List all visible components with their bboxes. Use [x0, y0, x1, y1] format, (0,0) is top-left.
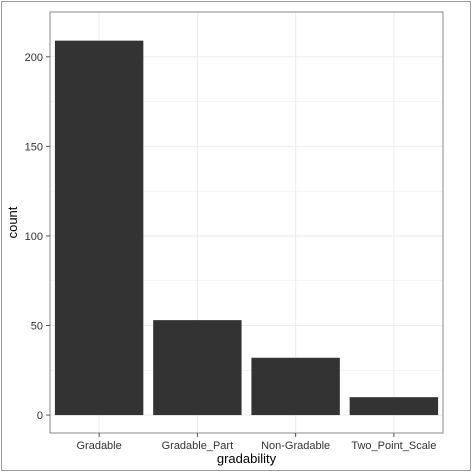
y-axis-title: count [5, 206, 20, 238]
bars [54, 40, 439, 416]
x-tick-label: Two_Point_Scale [351, 440, 436, 452]
y-tick-label: 0 [37, 410, 43, 422]
y-tick-label: 50 [31, 321, 43, 333]
y-tick-label: 100 [25, 231, 43, 243]
y-axis-ticks: 0 50 100 150 200 [25, 52, 50, 422]
x-tick-label: Non-Gradable [261, 440, 330, 452]
plot-panel-border [49, 11, 444, 434]
bar [349, 397, 439, 416]
bar [153, 320, 242, 416]
x-tick-label: Gradable [76, 440, 121, 452]
y-tick-label: 150 [25, 141, 43, 153]
x-tick-label: Gradable_Part [162, 440, 234, 452]
x-axis-title: gradability [217, 451, 277, 466]
bar [54, 40, 144, 416]
x-axis-ticks: Gradable Gradable_Part Non-Gradable Two_Poi… [76, 433, 436, 452]
y-tick-label: 200 [25, 52, 43, 64]
bar [251, 357, 340, 416]
